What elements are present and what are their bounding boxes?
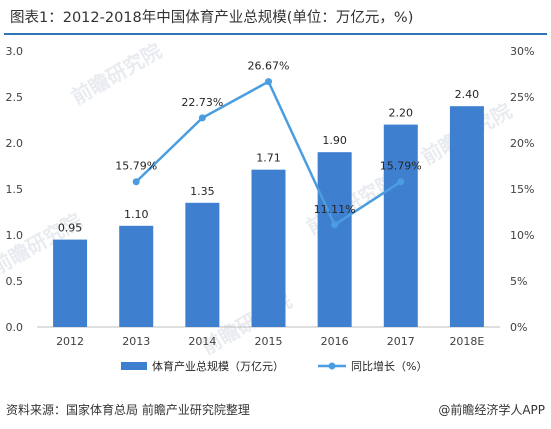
line-data-label: 15.79% bbox=[380, 160, 422, 173]
line-point bbox=[198, 114, 206, 122]
bar bbox=[53, 239, 88, 327]
y-right-tick-label: 0% bbox=[510, 321, 527, 334]
y-right-tick-label: 20% bbox=[510, 137, 534, 150]
publisher-credit: @前瞻经济学人APP bbox=[438, 403, 545, 417]
legend-line-label: 同比增长（%） bbox=[351, 359, 427, 373]
bar-data-label: 1.35 bbox=[190, 185, 215, 198]
bar-data-label: 2.20 bbox=[389, 107, 414, 120]
title-rule bbox=[4, 33, 547, 35]
bar-data-label: 1.90 bbox=[322, 134, 347, 147]
x-tick-label: 2014 bbox=[188, 335, 216, 348]
line-data-label: 26.67% bbox=[248, 60, 290, 73]
chart-title: 图表1：2012-2018年中国体育产业总规模(单位：万亿元，%) bbox=[10, 10, 414, 26]
y-left-tick-label: 2.0 bbox=[6, 137, 24, 150]
bar bbox=[119, 225, 154, 327]
line-point bbox=[331, 221, 339, 229]
bar-labels: 0.95 1.10 1.35 1.71 1.90 2.20 2.40 bbox=[58, 88, 479, 234]
legend-bar-label: 体育产业总规模（万亿元） bbox=[152, 359, 284, 373]
y-right-tick-label: 15% bbox=[510, 183, 534, 196]
y-left-tick-label: 2.5 bbox=[6, 91, 24, 104]
line-labels: 15.79% 22.73% 26.67% 11.11% 15.79% bbox=[115, 60, 422, 216]
bar bbox=[449, 106, 484, 327]
x-tick-label: 2015 bbox=[255, 335, 283, 348]
bar-data-label: 1.71 bbox=[256, 152, 281, 165]
y-left-tick-label: 1.0 bbox=[6, 229, 24, 242]
line-data-label: 22.73% bbox=[181, 96, 223, 109]
x-tick-label: 2012 bbox=[56, 335, 84, 348]
bar-data-label: 0.95 bbox=[58, 222, 83, 235]
y-left-tick-label: 1.5 bbox=[6, 183, 24, 196]
x-tick-label: 2018E bbox=[449, 335, 484, 348]
watermark-stamp: 前瞻研究院 bbox=[67, 39, 166, 110]
bar-data-label: 1.10 bbox=[124, 208, 149, 221]
growth-line bbox=[132, 78, 405, 229]
bar bbox=[317, 152, 352, 327]
y-right-tick-label: 25% bbox=[510, 91, 534, 104]
x-tick-labels: 2012 2013 2014 2015 2016 2017 2018E bbox=[56, 335, 484, 348]
legend-line-marker bbox=[328, 362, 336, 370]
bar-data-label: 2.40 bbox=[455, 88, 480, 101]
line-point bbox=[132, 178, 140, 186]
bar bbox=[185, 202, 220, 327]
x-tick-label: 2017 bbox=[387, 335, 415, 348]
line-point bbox=[397, 178, 405, 186]
line-point bbox=[265, 78, 272, 86]
y-left-tick-label: 0.0 bbox=[6, 321, 24, 334]
bars bbox=[53, 106, 484, 327]
line-data-label: 11.11% bbox=[314, 203, 356, 216]
legend-bar-swatch bbox=[121, 362, 147, 370]
y-right-tick-label: 30% bbox=[510, 45, 534, 58]
bar bbox=[383, 124, 418, 327]
y-left-tick-label: 0.5 bbox=[6, 275, 24, 288]
legend: 体育产业总规模（万亿元） 同比增长（%） bbox=[121, 359, 427, 373]
bar bbox=[251, 169, 286, 327]
y-left-tick-label: 3.0 bbox=[6, 45, 24, 58]
x-tick-label: 2013 bbox=[122, 335, 150, 348]
x-tick-label: 2016 bbox=[321, 335, 349, 348]
y-right-tick-label: 10% bbox=[510, 229, 534, 242]
line-data-label: 15.79% bbox=[115, 160, 157, 173]
y-right-tick-label: 5% bbox=[510, 275, 527, 288]
source-note: 资料来源：国家体育总局 前瞻产业研究院整理 bbox=[6, 403, 250, 417]
